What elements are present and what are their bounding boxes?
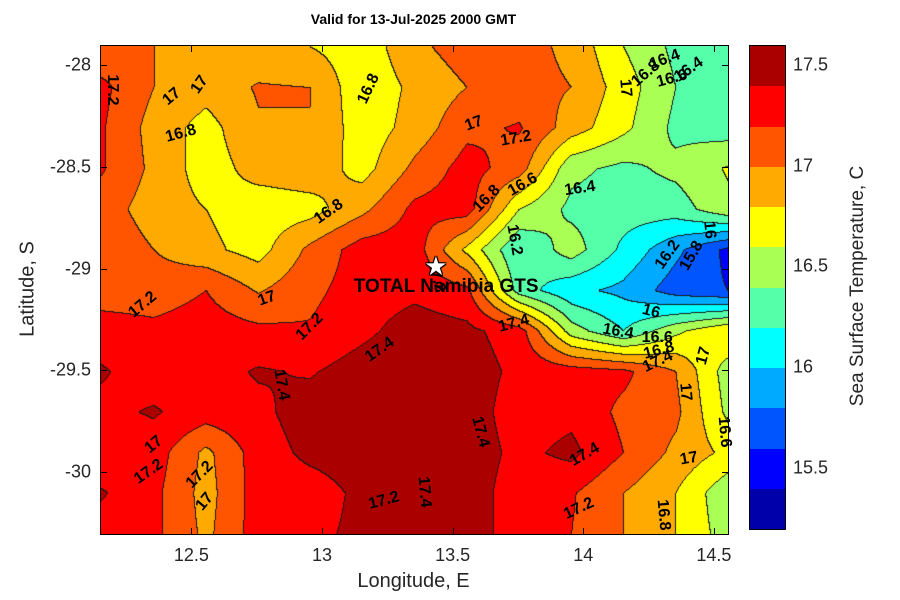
y-tick-label: -30: [64, 461, 91, 482]
colorbar-band: [750, 207, 785, 248]
colorbar-band: [750, 46, 785, 87]
colorbar-tick-label: 15.5: [793, 457, 829, 478]
x-tick-label: 13: [312, 545, 333, 565]
colorbar-band: [750, 126, 785, 167]
colorbar-tick-label: 16: [793, 356, 814, 377]
colorbar-band: [750, 86, 785, 127]
colorbar-tick-label: 17.5: [793, 54, 829, 75]
colorbar-label: Sea Surface Temperature, C: [847, 165, 868, 407]
station-star-icon: ★: [424, 250, 448, 281]
y-axis-label: Latitude, S: [16, 241, 39, 337]
colorbar-tick-label: 17: [793, 155, 814, 176]
colorbar-band: [750, 327, 785, 368]
colorbar: [749, 45, 786, 530]
x-tick-label: 12.5: [173, 545, 209, 565]
y-tick-label: -29: [64, 258, 91, 279]
y-tick-label: -28: [64, 54, 91, 75]
x-axis-label: Longitude, E: [357, 570, 470, 592]
colorbar-band: [750, 408, 785, 449]
colorbar-band: [750, 247, 785, 288]
colorbar-band: [750, 488, 785, 529]
x-tick-label: 14: [573, 545, 594, 565]
x-tick-label: 13.5: [435, 545, 471, 565]
colorbar-band: [750, 166, 785, 207]
page-title: Valid for 13-Jul-2025 2000 GMT: [310, 11, 517, 27]
colorbar-band: [750, 448, 785, 489]
colorbar-band: [750, 287, 785, 328]
station-label: TOTAL Namibia GTS: [353, 275, 539, 297]
colorbar-tick-label: 16.5: [793, 255, 829, 276]
y-tick-label: -29.5: [49, 359, 91, 380]
y-tick-label: -28.5: [49, 156, 91, 177]
x-tick-label: 14.5: [696, 545, 732, 565]
sst-contour-map: [100, 45, 729, 535]
colorbar-band: [750, 368, 785, 409]
